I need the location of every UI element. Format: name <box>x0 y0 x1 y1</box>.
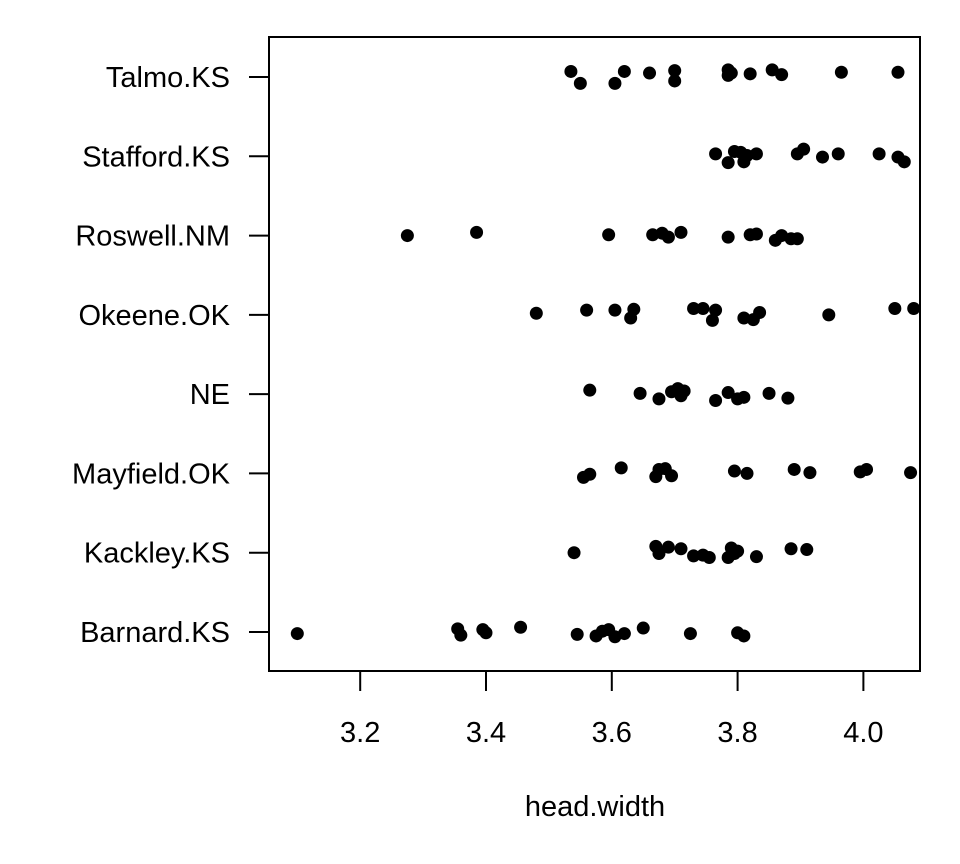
data-point <box>514 620 528 634</box>
data-point <box>583 383 597 397</box>
data-point <box>617 64 631 78</box>
data-point <box>709 147 723 161</box>
data-point <box>668 74 682 88</box>
x-tick-label: 4.0 <box>843 717 883 749</box>
data-point <box>470 225 484 239</box>
data-point <box>624 311 638 325</box>
data-point <box>727 464 741 478</box>
data-point <box>570 627 584 641</box>
x-axis-title: head.width <box>525 791 665 823</box>
data-point <box>775 68 789 82</box>
data-point <box>743 67 757 81</box>
y-axis: Barnard.KS Kackley.KS Mayfield.OK NE Okeene.… <box>72 62 269 649</box>
data-point <box>683 627 697 641</box>
y-tick-label: Roswell.NM <box>75 221 230 253</box>
data-point <box>797 142 811 156</box>
data-point <box>762 386 776 400</box>
y-tick-label: Talmo.KS <box>106 62 230 94</box>
x-axis: 3.2 3.4 3.6 3.8 4.0 <box>340 671 884 749</box>
data-point <box>753 305 767 319</box>
data-point <box>674 225 688 239</box>
data-point <box>888 302 902 316</box>
data-point <box>668 64 682 78</box>
data-point <box>614 461 628 475</box>
data-point <box>749 227 763 241</box>
data-point <box>652 547 666 561</box>
data-point <box>636 621 650 635</box>
data-point <box>643 66 657 80</box>
data-points <box>290 63 921 644</box>
data-point <box>696 302 710 316</box>
data-point <box>661 540 675 554</box>
x-tick-label: 3.4 <box>466 717 506 749</box>
data-point <box>573 76 587 90</box>
data-point <box>702 550 716 564</box>
x-tick-label: 3.8 <box>717 717 757 749</box>
data-point <box>831 147 845 161</box>
data-point <box>652 392 666 406</box>
plot-frame <box>268 36 921 672</box>
data-point <box>705 313 719 327</box>
data-point <box>749 550 763 564</box>
data-point <box>454 628 468 642</box>
data-point <box>677 384 691 398</box>
data-point <box>580 303 594 317</box>
data-point <box>709 303 723 317</box>
data-point <box>633 386 647 400</box>
data-point <box>567 546 581 560</box>
data-point <box>737 629 751 643</box>
data-point <box>834 65 848 79</box>
data-point <box>781 391 795 405</box>
data-point <box>790 232 804 246</box>
y-tick-label: Mayfield.OK <box>72 458 231 490</box>
data-point <box>602 228 616 242</box>
data-point <box>674 542 688 556</box>
data-point <box>737 390 751 404</box>
data-point <box>400 229 414 243</box>
y-tick-label: Kackley.KS <box>84 538 230 570</box>
data-point <box>564 64 578 78</box>
data-point <box>617 627 631 641</box>
y-tick-label: Stafford.KS <box>82 141 230 173</box>
data-point <box>529 306 543 320</box>
data-point <box>800 543 814 557</box>
data-point <box>661 230 675 244</box>
data-point <box>583 467 597 481</box>
data-point <box>872 147 886 161</box>
x-tick-label: 3.6 <box>592 717 632 749</box>
data-point <box>665 469 679 483</box>
data-point <box>904 466 918 480</box>
data-point <box>787 462 801 476</box>
data-point <box>907 302 921 316</box>
data-point <box>749 147 763 161</box>
data-point <box>891 65 905 79</box>
data-point <box>709 393 723 407</box>
y-tick-label: Okeene.OK <box>78 300 230 332</box>
data-point <box>897 155 911 169</box>
data-point <box>784 542 798 556</box>
data-point <box>724 66 738 80</box>
x-tick-label: 3.2 <box>340 717 380 749</box>
data-point <box>479 626 493 640</box>
data-point <box>608 303 622 317</box>
data-point <box>721 386 735 400</box>
data-point <box>740 466 754 480</box>
data-point <box>721 156 735 170</box>
data-point <box>721 230 735 244</box>
data-point <box>731 544 745 558</box>
data-point <box>816 150 830 164</box>
data-point <box>687 549 701 563</box>
data-point <box>687 302 701 316</box>
data-point <box>608 76 622 90</box>
y-tick-label: Barnard.KS <box>80 617 230 649</box>
data-point <box>803 466 817 480</box>
data-point <box>290 627 304 641</box>
data-point <box>822 308 836 322</box>
data-point <box>860 462 874 476</box>
y-tick-label: NE <box>190 379 230 411</box>
